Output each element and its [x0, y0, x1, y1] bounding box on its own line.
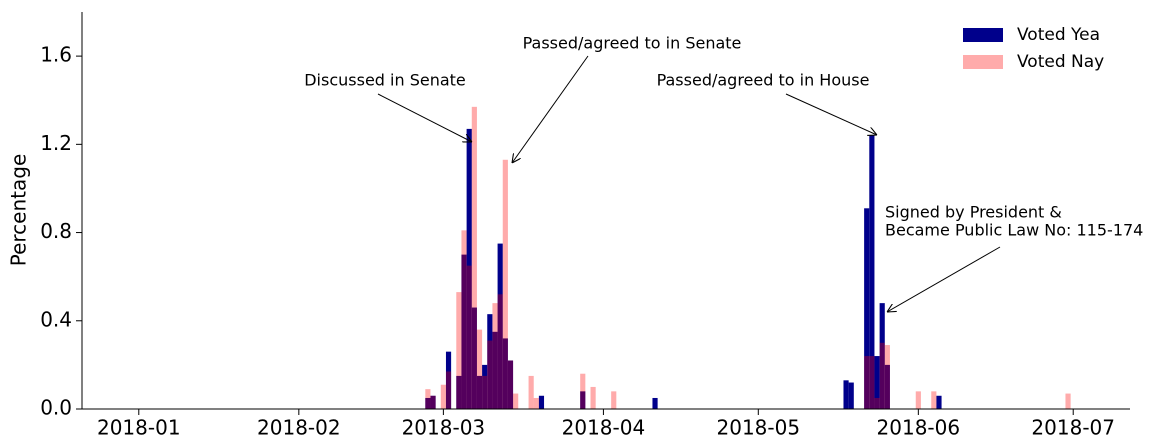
bar: [476, 375, 483, 409]
bar: [430, 395, 436, 409]
x-tick-label: 2018-04: [562, 416, 646, 438]
bar: [476, 329, 483, 409]
bar: [445, 371, 452, 409]
y-tick-label: 1.6: [40, 43, 72, 67]
bar: [487, 340, 493, 409]
bar: [874, 356, 880, 409]
bar: [456, 292, 462, 409]
bar: [497, 294, 503, 409]
bar: [492, 331, 498, 409]
bar: [869, 135, 875, 409]
bar: [492, 303, 498, 409]
y-axis-label: Percentage: [7, 154, 31, 267]
annotation-arrow: [785, 93, 877, 135]
bar: [487, 314, 493, 409]
bar: [879, 303, 885, 409]
bar: [884, 364, 890, 409]
x-tick-label: 2018-02: [257, 416, 341, 438]
bar: [502, 159, 508, 409]
bar: [497, 243, 503, 409]
bar: [425, 397, 431, 409]
x-tick-label: 2018-06: [877, 416, 961, 438]
bar: [931, 391, 937, 409]
bar: [528, 375, 534, 409]
bar: [590, 386, 596, 409]
bar: [482, 364, 488, 409]
bar: [915, 391, 921, 409]
bars: [425, 106, 1071, 409]
legend-label: Voted Yea: [1017, 25, 1100, 45]
bar: [580, 373, 586, 409]
bar: [425, 389, 431, 409]
bar: [848, 382, 854, 409]
bar: [843, 380, 849, 409]
bar: [936, 395, 942, 409]
bar: [884, 345, 890, 409]
annotation: Passed/agreed to in Senate: [523, 34, 742, 53]
bar: [466, 265, 472, 409]
bar: [864, 356, 870, 409]
bar: [507, 360, 514, 409]
y-tick-label: 0.4: [40, 307, 72, 331]
y-tick-label: 0.0: [40, 396, 72, 420]
bar: [445, 351, 452, 409]
bar: [440, 384, 446, 409]
annotation-arrow: [377, 93, 472, 142]
bar: [461, 230, 467, 409]
bar: [466, 128, 472, 409]
annotation: Discussed in Senate: [304, 71, 466, 90]
x-tick-label: 2018-07: [1031, 416, 1115, 438]
annotation: Signed by President &: [885, 203, 1062, 222]
bar: [874, 397, 880, 409]
bar: [533, 397, 539, 409]
bar: [652, 397, 658, 409]
annotation-arrow: [887, 246, 1001, 312]
legend-label: Voted Nay: [1017, 52, 1104, 72]
legend-swatch: [963, 28, 1003, 42]
x-tick-label: 2018-05: [717, 416, 801, 438]
bar: [864, 208, 870, 409]
bar: [502, 338, 508, 409]
bar: [456, 375, 462, 409]
bar: [538, 395, 545, 409]
bar: [461, 254, 467, 409]
legend-swatch: [963, 55, 1003, 69]
bar: [482, 375, 488, 409]
annotation: Passed/agreed to in House: [657, 71, 870, 90]
bar: [471, 307, 477, 409]
y-tick-label: 0.8: [40, 219, 72, 243]
y-tick-label: 1.2: [40, 131, 72, 155]
x-tick-label: 2018-03: [402, 416, 486, 438]
annotation-arrow: [512, 55, 589, 163]
bar: [611, 391, 617, 409]
annotations: Discussed in Senate Passed/agreed to in …: [304, 34, 1143, 313]
bar: [513, 393, 519, 409]
bar: [869, 356, 875, 409]
bar: [879, 342, 885, 409]
bar: [580, 391, 586, 409]
bar: [471, 106, 477, 409]
bar: [1065, 393, 1071, 409]
x-tick-label: 2018-01: [97, 416, 181, 438]
annotation: Became Public Law No: 115-174: [885, 221, 1143, 240]
bar: [507, 360, 514, 409]
bar: [430, 395, 436, 409]
